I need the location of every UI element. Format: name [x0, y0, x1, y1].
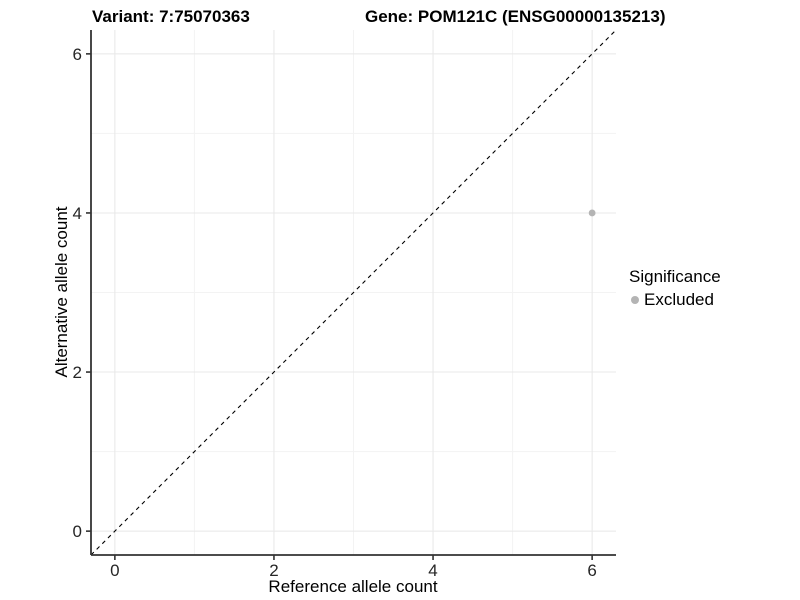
x-tick-label: 2	[269, 561, 278, 580]
y-axis-title: Alternative allele count	[52, 206, 71, 378]
legend: Significance Excluded	[629, 267, 721, 310]
x-tick-label: 4	[428, 561, 437, 580]
y-tick-label: 6	[73, 45, 82, 64]
y-tick-label: 2	[73, 363, 82, 382]
y-tick-label: 4	[73, 204, 82, 223]
identity-line	[90, 29, 617, 556]
x-tick-label: 0	[110, 561, 119, 580]
legend-point-icon	[631, 296, 639, 304]
legend-title: Significance	[629, 267, 721, 286]
data-point	[588, 209, 596, 217]
x-axis-title: Reference allele count	[268, 577, 438, 596]
x-tick-label: 6	[587, 561, 596, 580]
gene-title: Gene: POM121C (ENSG00000135213)	[365, 7, 666, 26]
y-tick-label: 0	[73, 522, 82, 541]
variant-title: Variant: 7:75070363	[92, 7, 250, 26]
legend-item-excluded: Excluded	[629, 290, 721, 310]
legend-item-label: Excluded	[644, 290, 714, 309]
